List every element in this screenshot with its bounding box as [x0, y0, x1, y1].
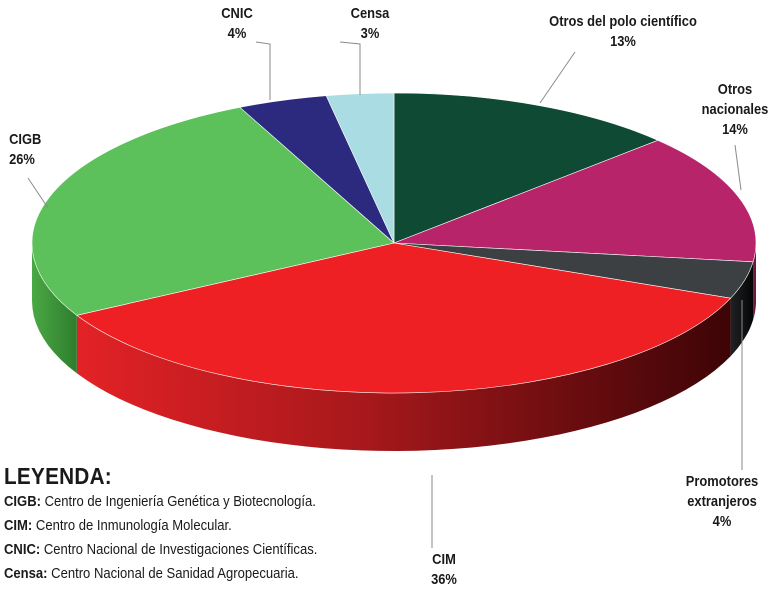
label-cim-pct: 36%	[431, 571, 457, 588]
label-otros-polo-pct: 13%	[610, 33, 636, 50]
legend: LEYENDA: CIGB: Centro de Ingeniería Gené…	[4, 462, 352, 586]
label-promotores: Promotores extranjeros 4%	[679, 472, 765, 532]
legend-abbr: Censa:	[4, 566, 48, 582]
label-cnic: CNIC 4%	[214, 4, 260, 44]
legend-abbr: CNIC:	[4, 542, 41, 558]
label-cnic-name: CNIC	[221, 5, 253, 22]
legend-text: Centro de Inmunología Molecular.	[32, 518, 232, 534]
slice-side-1	[753, 243, 756, 320]
label-censa: Censa 3%	[342, 4, 397, 44]
label-otros-nacionales: Otros nacionales 14%	[696, 80, 773, 140]
label-cim: CIM 36%	[418, 550, 470, 590]
label-censa-pct: 3%	[360, 25, 380, 42]
slice-4	[31, 106, 395, 316]
legend-entry: Censa: Centro Nacional de Sanidad Agrope…	[4, 562, 317, 586]
slice-0	[393, 92, 659, 244]
legend-abbr: CIGB:	[4, 494, 41, 510]
label-cim-name: CIM	[432, 551, 456, 568]
label-otros-nacionales-pct: 14%	[722, 121, 748, 138]
leader-line	[27, 177, 49, 209]
label-cigb: CIGB 26%	[9, 130, 47, 170]
legend-title: LEYENDA:	[4, 463, 112, 489]
leader-line	[255, 41, 271, 100]
slice-3	[76, 242, 732, 394]
legend-entry: CNIC: Centro Nacional de Investigaciones…	[4, 538, 317, 562]
label-otros-polo-name: Otros del polo científico	[549, 13, 697, 30]
label-cigb-pct: 26%	[9, 151, 35, 168]
legend-entry: CIM: Centro de Inmunología Molecular.	[4, 514, 317, 538]
legend-text: Centro de Ingeniería Genética y Biotecno…	[40, 494, 316, 510]
label-promotores-name: Promotores extranjeros	[685, 473, 759, 510]
legend-abbr: CIM:	[4, 518, 33, 534]
label-otros-nacionales-name: Otros nacionales	[701, 81, 769, 118]
legend-text: Centro Nacional de Sanidad Agropecuaria.	[47, 566, 299, 582]
leader-line	[539, 51, 576, 104]
leader-line	[734, 144, 742, 191]
legend-entry: CIGB: Centro de Ingeniería Genética y Bi…	[4, 490, 317, 514]
label-cigb-name: CIGB	[9, 131, 42, 148]
slice-1	[393, 139, 757, 263]
slice-side-3	[76, 298, 731, 451]
legend-text: Centro Nacional de Investigaciones Cient…	[40, 542, 318, 558]
label-promotores-pct: 4%	[712, 513, 732, 530]
slice-side-4	[32, 243, 77, 374]
label-cnic-pct: 4%	[227, 25, 247, 42]
label-censa-name: Censa	[350, 5, 390, 22]
label-otros-polo: Otros del polo científico 13%	[533, 12, 714, 52]
leader-line	[339, 41, 361, 95]
